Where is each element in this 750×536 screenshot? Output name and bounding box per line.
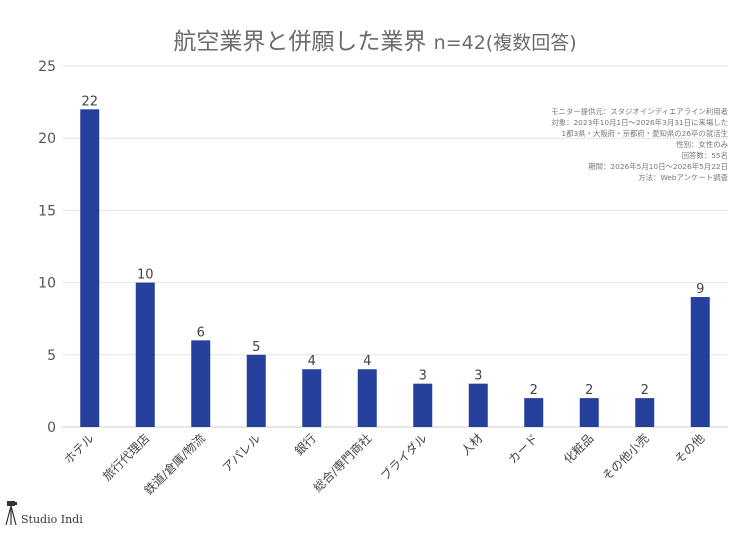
data-label: 2: [530, 383, 538, 398]
data-label: 4: [308, 354, 316, 369]
bar: [246, 354, 266, 427]
survey-note: 1都3県・大阪府・京都府・愛知県の26卒の就活生: [561, 129, 728, 138]
bar: [413, 383, 433, 427]
y-tick-label: 5: [47, 348, 56, 364]
bar: [690, 297, 710, 427]
chart-title-sub: n=42(複数回答): [433, 32, 577, 54]
survey-note: モニター提供元：スタジオインディエアライン利用者: [551, 107, 728, 116]
bar: [524, 398, 544, 427]
data-label: 2: [641, 383, 649, 398]
bar: [635, 398, 655, 427]
survey-note: 性別：女性のみ: [676, 140, 728, 149]
data-label: 2: [585, 383, 593, 398]
data-label: 3: [474, 369, 482, 384]
survey-note: 回答数：55名: [681, 151, 728, 160]
survey-note: 期間：2026年5月10日〜2026年5月22日: [588, 162, 728, 171]
survey-note: 方法：Webアンケート調査: [638, 173, 728, 182]
bar: [135, 282, 155, 427]
studio-indi-logo: Studio Indi: [4, 500, 83, 526]
survey-notes: モニター提供元：スタジオインディエアライン利用者 対象：2023年10月1日〜2…: [551, 106, 728, 183]
data-label: 22: [81, 94, 98, 109]
chart-title-main: 航空業界と併願した業界: [173, 29, 427, 55]
x-tick-label: 旅行代理店: [100, 431, 152, 483]
bar: [191, 340, 211, 427]
bar: [357, 369, 377, 427]
data-label: 9: [696, 282, 704, 297]
camera-tripod-icon: [5, 501, 17, 526]
data-label: 3: [419, 369, 427, 384]
x-tick-label: その他: [672, 431, 707, 466]
data-label: 5: [252, 340, 260, 355]
data-label: 4: [363, 354, 371, 369]
y-tick-label: 20: [38, 131, 56, 147]
chart-title: 航空業界と併願した業界 n=42(複数回答): [0, 22, 750, 56]
x-tick-label: 総合/専門商社: [310, 431, 374, 495]
bar: [80, 109, 100, 427]
data-label: 6: [197, 325, 205, 340]
y-tick-label: 25: [38, 59, 56, 75]
bar: [468, 383, 488, 427]
x-tick-label: 銀行: [292, 431, 319, 458]
bar: [579, 398, 599, 427]
x-tick-label: アパレル: [220, 431, 264, 475]
x-tick-label: 化粧品: [561, 431, 596, 466]
logo-text: Studio Indi: [21, 513, 83, 526]
survey-note: 対象：2023年10月1日〜2026年3月31日に来場した: [551, 118, 728, 127]
x-tick-label: ホテル: [62, 431, 97, 466]
bar: [302, 369, 322, 427]
y-tick-label: 15: [38, 203, 56, 219]
x-tick-label: 人材: [458, 431, 485, 458]
x-tick-label: ブライダル: [377, 431, 430, 484]
y-tick-label: 10: [38, 276, 56, 292]
x-tick-label: カード: [506, 431, 541, 466]
data-label: 10: [137, 268, 154, 283]
x-tick-label: その他小売: [599, 431, 652, 484]
y-tick-label: 0: [47, 420, 56, 436]
